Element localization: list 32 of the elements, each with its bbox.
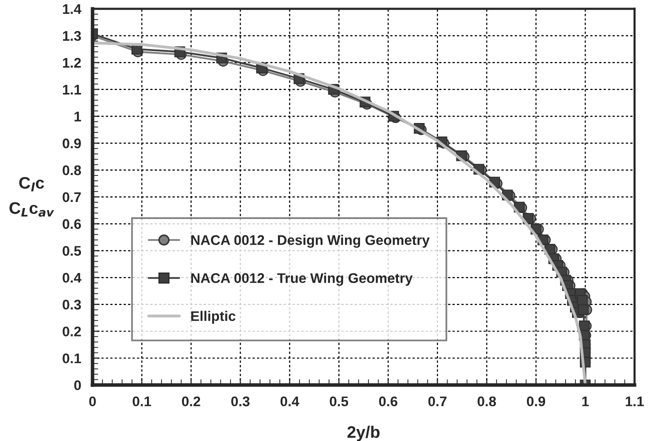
x-tick-label: 0.6 [379, 396, 398, 406]
x-tick-label: 0.4 [280, 396, 300, 406]
y-tick-label: 0.2 [62, 326, 81, 336]
y-tick-label: 0.4 [62, 272, 82, 283]
legend-label: NACA 0012 - True Wing Geometry [191, 272, 413, 286]
y-tick-label: 0.9 [62, 138, 81, 148]
y-tick-label: 0.5 [62, 246, 82, 256]
x-tick-label: 0.9 [526, 396, 546, 406]
y-tick-label: 0.7 [62, 192, 81, 202]
x-axis-title: 2y/b [347, 426, 380, 441]
x-tick-label: 1 [582, 396, 589, 406]
y-tick-label: 0.1 [62, 353, 82, 364]
x-tick-label: 0 [89, 396, 96, 406]
y-tick-label: 0.8 [62, 165, 82, 176]
x-tick-label: 1.1 [626, 396, 644, 406]
y-tick-label: 1 [74, 112, 82, 122]
y-tick-label: 0 [74, 380, 81, 390]
legend-label: Elliptic [191, 310, 236, 324]
text: C$_{l}$c C$_{L}$c$_{av}$ [10, 176, 54, 217]
x-tick-label: 0.8 [478, 396, 496, 406]
y-tick-label: 1.4 [63, 4, 82, 14]
y-tick-label: 0.3 [62, 300, 81, 310]
legend-label: NACA 0012 - Design Wing Geometry [191, 234, 430, 248]
y-tick-label: 1.2 [63, 58, 81, 68]
x-tick-label: 0.2 [182, 396, 200, 406]
x-tick-label: 0.5 [330, 396, 348, 406]
x-tick-label: 0.7 [428, 396, 447, 406]
y-tick-label: 1.1 [63, 84, 82, 94]
x-tick-label: 0.3 [231, 396, 250, 406]
y-tick-label: 1.3 [63, 31, 81, 41]
x-tick-label: 0.1 [132, 396, 152, 406]
y-tick-label: 0.6 [62, 219, 81, 229]
